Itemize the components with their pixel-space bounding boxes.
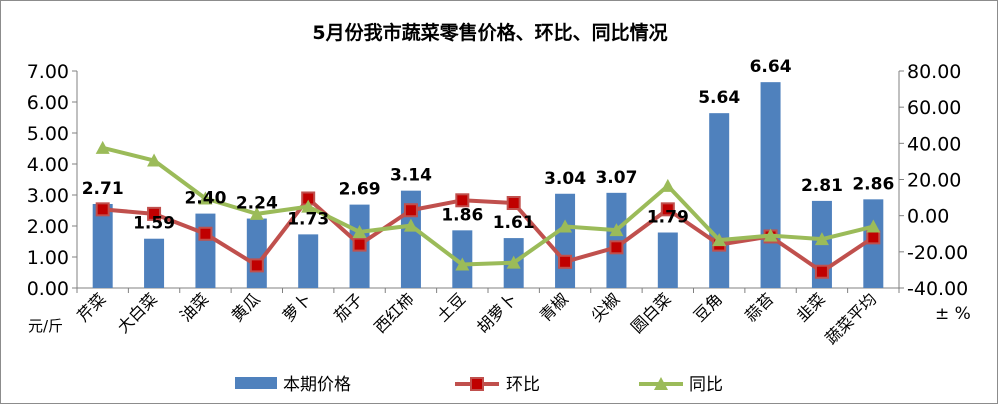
- left-axis-tick-label: 7.00: [27, 61, 69, 83]
- yoy-marker: [403, 218, 418, 232]
- category-label: 韭菜: [793, 289, 829, 325]
- category-label: 胡萝卜: [473, 289, 520, 336]
- category-label: 西红柿: [370, 289, 417, 336]
- yoy-marker: [455, 257, 470, 271]
- price-data-label: 1.61: [493, 213, 535, 233]
- mom-marker: [814, 264, 829, 279]
- price-bar: [298, 234, 319, 288]
- yoy-marker: [866, 219, 881, 233]
- category-label: 尖椒: [587, 289, 623, 325]
- legend-marker-swatch: [470, 377, 484, 391]
- mom-marker: [249, 258, 264, 273]
- left-axis-unit: 元/斤: [28, 317, 63, 335]
- mom-marker: [198, 226, 213, 241]
- price-data-label: 2.86: [852, 174, 894, 194]
- category-label: 圆白菜: [627, 289, 674, 336]
- legend-label: 环比: [506, 375, 540, 395]
- yoy-marker: [712, 233, 727, 247]
- right-axis-tick-label: -40.00: [907, 278, 968, 300]
- left-axis-tick-label: 3.00: [27, 185, 69, 207]
- left-axis-tick-label: 1.00: [27, 247, 69, 269]
- price-data-label: 6.64: [750, 57, 792, 77]
- yoy-marker: [763, 228, 778, 242]
- plot-area: 0.00 1.00 2.00 3.00 4.00 5.00 6.00 7.00 -40.00 -2…: [27, 57, 971, 348]
- mom-marker: [609, 240, 624, 255]
- price-data-label: 2.71: [82, 179, 124, 199]
- left-axis-tick-label: 5.00: [27, 123, 69, 145]
- category-label: 茄子: [330, 289, 366, 325]
- price-data-label: 2.40: [184, 189, 226, 209]
- category-label: 土豆: [433, 289, 469, 325]
- left-axis-tick-label: 0.00: [27, 278, 69, 300]
- legend: 本期价格 环比 同比: [235, 375, 723, 395]
- price-bar: [144, 238, 165, 288]
- category-label: 油菜: [176, 289, 212, 325]
- left-axis-tick-label: 6.00: [27, 92, 69, 114]
- right-axis-tick-label: 0.00: [907, 206, 949, 228]
- price-data-label: 2.24: [236, 194, 278, 214]
- right-axis-tick-label: 60.00: [907, 97, 961, 119]
- price-bar: [555, 193, 576, 288]
- legend-label: 同比: [689, 375, 723, 395]
- price-data-label: 3.14: [390, 166, 432, 186]
- mom-marker: [506, 196, 521, 211]
- yoy-line: [102, 145, 874, 267]
- price-data-label: 1.79: [647, 208, 689, 228]
- legend-marker-swatch: [654, 377, 668, 390]
- category-label: 大白菜: [114, 289, 161, 336]
- yoy-marker: [814, 232, 829, 246]
- category-label: 豆角: [690, 289, 726, 325]
- category-label: 蔬菜平均: [821, 289, 880, 348]
- category-label: 萝卜: [279, 289, 315, 325]
- mom-marker: [455, 193, 470, 208]
- category-label: 芹菜: [73, 289, 109, 325]
- mom-marker: [95, 202, 110, 217]
- price-data-label: 2.81: [801, 176, 843, 196]
- category-label: 蒜苔: [741, 289, 777, 325]
- legend-bar-swatch: [235, 377, 277, 389]
- yoy-marker: [506, 255, 521, 269]
- mom-marker: [558, 254, 573, 269]
- price-bar: [92, 203, 113, 288]
- mom-marker: [352, 237, 367, 252]
- right-axis-tick-label: 80.00: [907, 61, 961, 83]
- price-data-label: 3.04: [544, 169, 586, 189]
- yoy-marker: [249, 206, 264, 220]
- right-axis-tick-label: 40.00: [907, 133, 961, 155]
- yoy-marker: [198, 191, 213, 205]
- price-data-label: 5.64: [698, 88, 740, 108]
- price-data-label: 2.69: [339, 180, 381, 200]
- legend-label: 本期价格: [283, 375, 351, 395]
- left-axis-tick-label: 2.00: [27, 216, 69, 238]
- yoy-marker: [660, 178, 675, 192]
- price-data-label: 1.86: [441, 205, 483, 225]
- yoy-marker: [95, 140, 110, 154]
- mom-line: [102, 196, 875, 274]
- right-axis-tick-label: 20.00: [907, 170, 961, 192]
- yoy-marker: [558, 219, 573, 233]
- price-bar: [760, 82, 781, 288]
- price-data-label: 1.59: [133, 214, 175, 234]
- mom-marker: [403, 203, 418, 218]
- price-data-label: 3.07: [595, 168, 637, 188]
- yoy-marker: [301, 199, 316, 213]
- mom-marker: [660, 202, 675, 217]
- chart-title: 5月份我市蔬菜零售价格、环比、同比情况: [312, 21, 667, 44]
- price-bar: [195, 213, 216, 288]
- category-label: 黄瓜: [228, 289, 264, 325]
- right-axis-unit: ± %: [935, 304, 971, 324]
- right-axis-tick-label: -20.00: [907, 242, 968, 264]
- yoy-marker: [147, 153, 162, 167]
- mom-marker: [866, 230, 881, 245]
- left-axis-tick-label: 4.00: [27, 154, 69, 176]
- price-data-label: 1.73: [287, 209, 329, 229]
- yoy-marker: [352, 224, 367, 238]
- price-bar: [657, 232, 678, 288]
- price-bar: [709, 113, 730, 288]
- category-label: 青椒: [536, 289, 572, 325]
- mom-marker: [147, 206, 162, 221]
- yoy-marker: [609, 223, 624, 237]
